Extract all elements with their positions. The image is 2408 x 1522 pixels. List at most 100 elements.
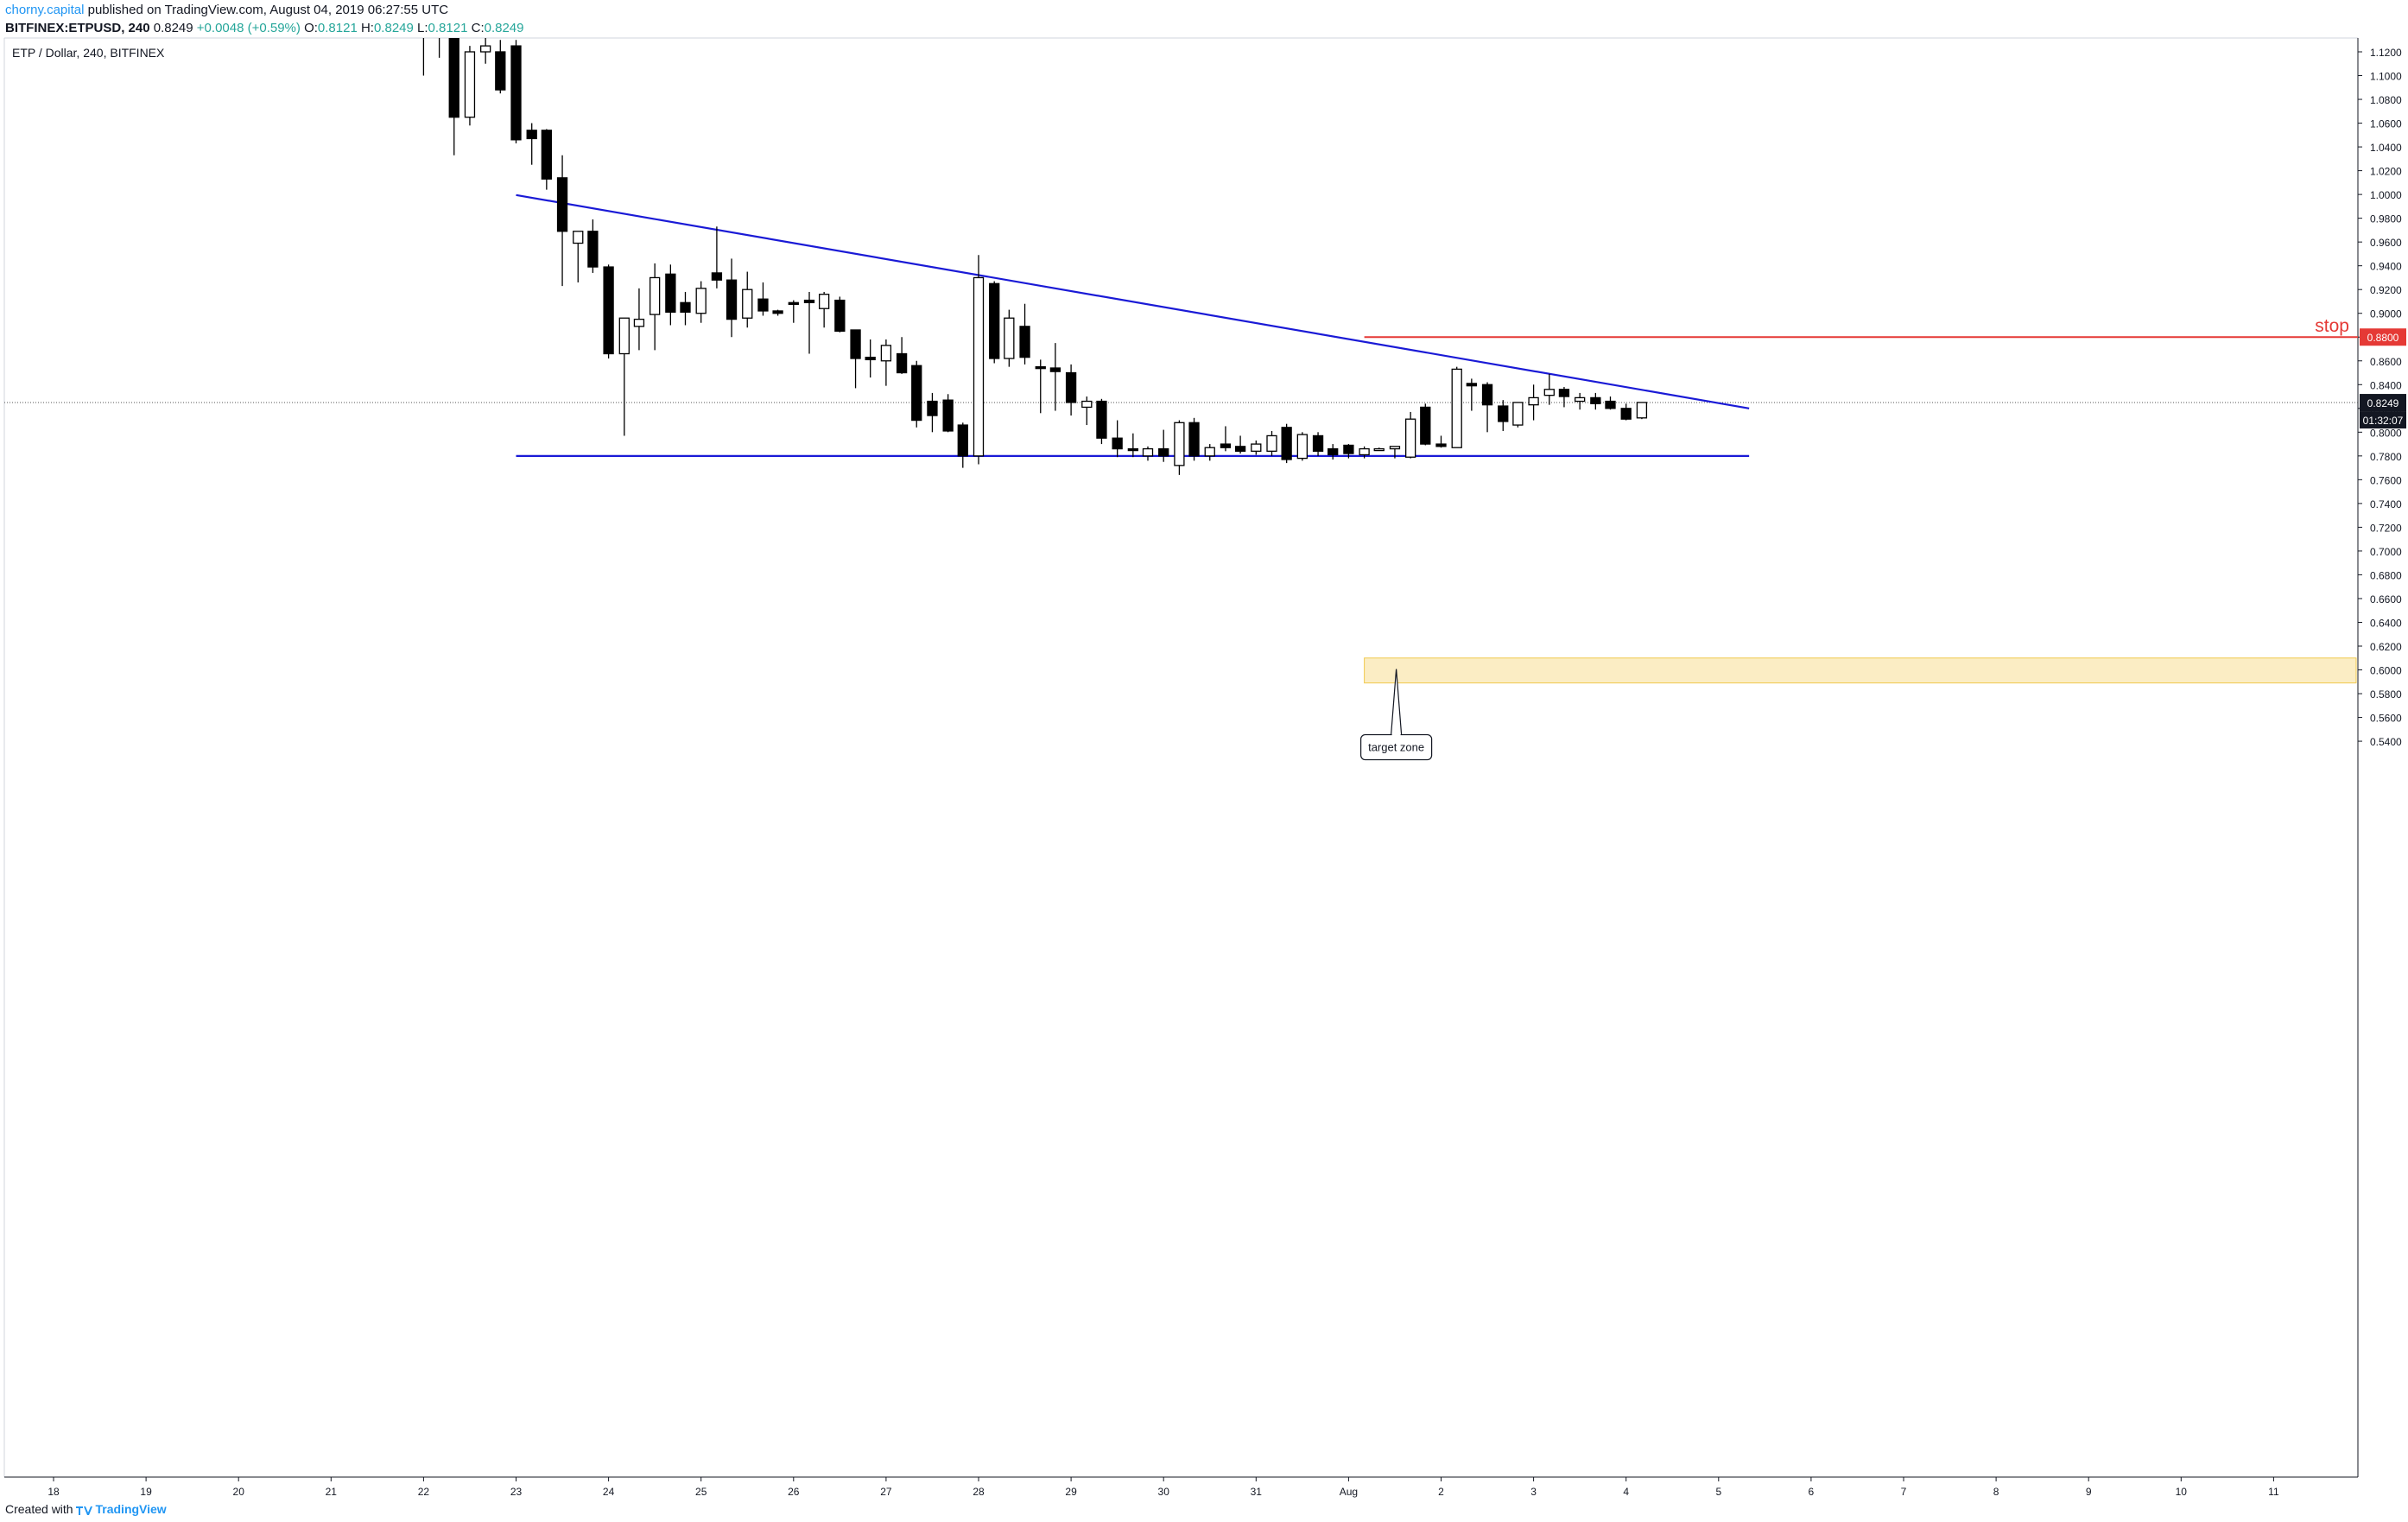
candle-body-down [587,231,599,268]
time-tick-label: 18 [48,1486,60,1498]
countdown-badge [2360,411,2406,429]
candle-body-down [1035,365,1046,370]
candle-body-up [973,276,985,457]
target-zone-label: target zone [1368,741,1424,754]
price-tick-label: 0.6000 [2370,665,2402,677]
candle-body-up [1389,446,1401,450]
high-label: H: [360,21,374,35]
candle-body-up [1174,422,1185,466]
candle-body-down [419,0,428,4]
time-tick-label: 5 [1715,1486,1721,1498]
candle-body-down [1112,437,1123,450]
current-price-label: 0.8249 [2367,397,2399,409]
publish-info-row: chorny.capital published on TradingView.… [5,2,524,20]
candle-body-up [1543,389,1555,396]
interval-value: 240 [128,21,150,35]
price-tick-label: 0.7000 [2370,546,2402,558]
candle-body-down [1605,400,1616,409]
price-tick-label: 0.7200 [2370,522,2402,534]
price-tick-label: 1.0000 [2370,189,2402,201]
publish-header: chorny.capital published on TradingView.… [5,2,524,38]
candle-body-down [1420,406,1431,445]
stop-price-badge [2360,328,2406,346]
candle-body-down [772,310,783,314]
last-price: 0.8249 [153,21,193,35]
time-tick-label: 22 [418,1486,430,1498]
candle-body-down [1281,427,1292,460]
candle-body-up [1004,317,1015,359]
time-tick-label: 20 [233,1486,245,1498]
candle-body-up [1373,447,1385,452]
candle-body-down [803,299,815,303]
price-tick-label: 0.7600 [2370,474,2402,486]
annotation-labels-layer: stop 0.8800 0.8249 01:32:07 target zone [1360,316,2406,761]
target-zone-layer [1364,657,2357,684]
time-tick-label: 11 [2268,1486,2279,1498]
price-tick-label: 0.6400 [2370,617,2402,629]
time-tick-label: Aug [1340,1486,1358,1498]
price-tick-label: 0.6200 [2370,641,2402,653]
open-label: O: [304,21,318,35]
ohlc-row: BITFINEX:ETPUSD, 240 0.8249 +0.0048 (+0.… [5,21,524,35]
candle-body-down [603,266,614,355]
price-tick-label: 0.9000 [2370,308,2402,320]
candle-body-down [1158,447,1169,457]
time-axis[interactable]: 18 19 20 21 22 23 24 25 26 27 28 29 30 31 Aug 2 3 4 5 6 7 8 9 1… [48,1477,2279,1498]
price-tick-label: 0.8600 [2370,356,2402,368]
candle-body-down [1065,371,1077,403]
time-tick-label: 4 [1623,1486,1629,1498]
price-tick-label: 1.0200 [2370,166,2402,178]
tradingview-brand-link[interactable]: TradingView [95,1502,167,1516]
candle-body-down [1188,422,1200,457]
countdown-label: 01:32:07 [2363,415,2404,427]
candle-body-down [1019,326,1030,358]
candle-body-up [464,51,476,118]
candle-body-up [480,45,491,53]
candle-body-down [911,365,922,422]
footer: Created with TradingView [5,1500,167,1518]
candle-body-up [618,317,630,355]
open-value: 0.8121 [317,21,358,35]
candle-body-down [1498,405,1509,422]
stop-label: stop [2315,316,2349,336]
price-tick-label: 1.0800 [2370,94,2402,106]
price-tick-label: 0.5400 [2370,736,2402,748]
time-tick-label: 23 [510,1486,523,1498]
candle-body-down [495,51,506,91]
candle-body-up [742,289,753,319]
price-tick-label: 1.1000 [2370,71,2402,83]
price-tick-label: 0.7400 [2370,498,2402,511]
price-tick-label: 0.9600 [2370,237,2402,249]
low-value: 0.8121 [428,21,468,35]
time-tick-label: 31 [1251,1486,1263,1498]
candle-body-down [434,4,444,29]
price-tick-label: 0.6800 [2370,569,2402,581]
time-tick-label: 2 [1438,1486,1444,1498]
price-tick-label: 1.0600 [2370,118,2402,130]
candle-body-down [1328,447,1339,456]
candle-body-up [1636,402,1648,419]
close-value: 0.8249 [484,21,524,35]
published-text: published on TradingView.com, August 04,… [87,3,449,17]
price-change: +0.0048 (+0.59%) [196,21,301,35]
candles-layer [419,0,1648,475]
candle-body-down [1435,443,1447,447]
author-link[interactable]: chorny.capital [5,3,85,17]
candle-body-down [526,130,537,140]
candle-body-down [850,329,861,359]
candle-body-up [1405,418,1416,458]
candle-body-down [1590,396,1601,404]
time-tick-label: 10 [2176,1486,2188,1498]
time-tick-label: 26 [788,1486,800,1498]
candle-body-down [711,272,723,281]
price-tick-label: 0.8000 [2370,427,2402,439]
price-tick-label: 0.9200 [2370,284,2402,296]
candle-body-up [1575,396,1586,403]
candle-body-up [650,276,661,315]
price-tick-label: 0.5800 [2370,688,2402,701]
time-tick-label: 8 [1993,1486,1999,1498]
price-tick-label: 0.6600 [2370,593,2402,606]
time-tick-label: 29 [1065,1486,1077,1498]
